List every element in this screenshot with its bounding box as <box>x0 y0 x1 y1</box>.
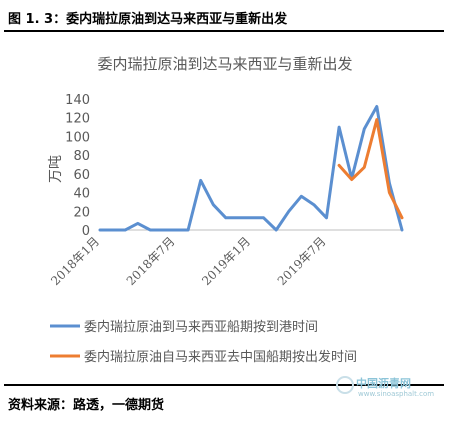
x-tick-label: 2019年7月 <box>275 234 329 288</box>
y-tick-label: 100 <box>65 130 90 145</box>
watermark-brand: 中国沥青网 <box>356 377 411 390</box>
x-axis-ticks: 2018年1月 2018年7月 2019年1月 2019年7月 <box>48 234 328 288</box>
y-axis-label: 万吨 <box>48 155 64 183</box>
watermark-logo-icon <box>336 376 354 394</box>
y-tick-label: 20 <box>73 205 90 220</box>
watermark: 中国沥青网 www.sinoasphalt.com <box>336 374 448 404</box>
y-tick-label: 140 <box>65 93 90 108</box>
figure-title: 图 1. 3：委内瑞拉原油到达马来西亚与重新出发 <box>8 12 288 27</box>
series-layer <box>98 105 404 232</box>
source-note: 资料来源：路透，一德期货 <box>8 398 165 413</box>
y-tick-label: 60 <box>73 168 90 183</box>
x-tick-label: 2018年1月 <box>48 234 102 288</box>
chart-title: 委内瑞拉原油到达马来西亚与重新出发 <box>97 55 352 73</box>
x-tick-label: 2018年7月 <box>124 234 178 288</box>
legend-label-2: 委内瑞拉原油自马来西亚去中国船期按出发时间 <box>84 349 357 365</box>
bottom-rule <box>4 384 444 386</box>
y-tick-label: 120 <box>65 112 90 127</box>
top-rule <box>4 30 444 32</box>
y-tick-label: 80 <box>73 149 90 164</box>
legend-label-1: 委内瑞拉原油到马来西亚船期按到港时间 <box>84 319 318 335</box>
y-tick-label: 40 <box>73 187 90 202</box>
line-chart: 委内瑞拉原油到达马来西亚与重新出发 万吨 020406080100120140 … <box>48 55 404 365</box>
series-line-1 <box>98 105 404 232</box>
watermark-url: www.sinoasphalt.com <box>358 390 435 398</box>
y-axis-ticks: 0 20 40 60 80 100 120 140 <box>65 93 90 239</box>
series-line-2 <box>337 118 404 220</box>
y-tick-label: 0 <box>82 224 90 239</box>
x-tick-label: 2019年1月 <box>199 234 253 288</box>
